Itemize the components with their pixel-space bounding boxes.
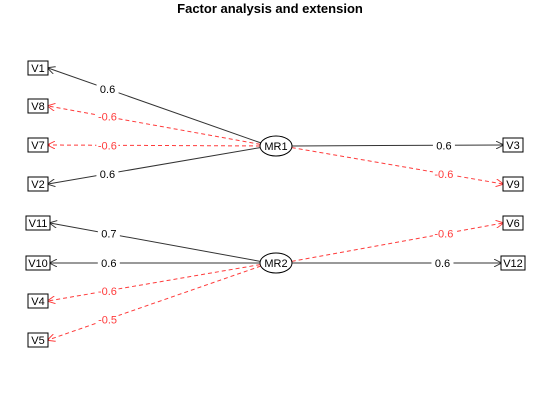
variable-label-v11: V11 <box>29 218 48 230</box>
variable-box-v7 <box>27 137 49 153</box>
edge-label-background <box>432 227 455 240</box>
edge-label-background <box>97 257 120 269</box>
edge-mr2-v11 <box>50 223 261 262</box>
variable-box-v9 <box>502 176 524 192</box>
variable-box-v6 <box>502 215 524 231</box>
edge-label-background <box>431 257 454 269</box>
variable-box-v4 <box>27 293 49 309</box>
edge-mr1-v2 <box>48 147 261 184</box>
diagram-nodes: MR1 MR2 V1 V8 V7 V2 V11 V10 V4 V5 V3 V9 V6 V12 <box>25 60 526 348</box>
loading-label-v12: 0.6 <box>435 258 450 270</box>
edge-mr1-v7 <box>48 145 261 146</box>
edge-mr2-v4 <box>48 264 261 301</box>
loading-label-v5: -0.5 <box>98 314 117 326</box>
variable-label-v9: V9 <box>506 179 519 191</box>
variable-label-v6: V6 <box>506 218 519 230</box>
loading-label-v10: 0.6 <box>101 258 116 270</box>
loading-label-v3: 0.6 <box>436 140 451 152</box>
factor-node-mr2 <box>259 252 293 274</box>
factor-node-mr1 <box>259 135 293 157</box>
variable-label-v2: V2 <box>31 179 44 191</box>
factor-label-mr1: MR1 <box>264 141 287 153</box>
variable-box-v10 <box>25 255 51 271</box>
variable-label-v1: V1 <box>31 63 44 75</box>
loading-label-v6: -0.6 <box>434 229 453 241</box>
edge-label-background <box>96 110 119 123</box>
edge-label-background <box>96 139 119 152</box>
factor-label-mr2: MR2 <box>264 258 287 270</box>
loading-label-v11: 0.7 <box>101 229 116 241</box>
loading-label-v4: -0.6 <box>98 286 117 298</box>
variable-label-v3: V3 <box>506 140 519 152</box>
edge-label-background <box>96 167 119 180</box>
variable-box-v2 <box>27 176 49 192</box>
edge-label-background <box>96 313 119 326</box>
variable-box-v1 <box>27 60 49 76</box>
loading-label-v2: 0.6 <box>100 169 115 181</box>
variable-box-v8 <box>27 98 49 114</box>
edge-mr2-v6 <box>291 223 503 262</box>
edge-mr1-v9 <box>291 147 503 184</box>
loading-edges: 0.6 -0.6 -0.6 0.6 0.6 -0.6 0.7 0.6 -0.6 -0.5 -0.6 0… <box>48 68 503 340</box>
edge-label-background <box>432 139 455 152</box>
variable-box-v11 <box>25 215 51 231</box>
variable-box-v12 <box>500 255 526 271</box>
diagram-title: Factor analysis and extension <box>177 1 363 16</box>
edge-mr2-v5 <box>48 265 261 340</box>
variable-label-v10: V10 <box>28 258 48 270</box>
variable-label-v12: V12 <box>503 258 523 270</box>
edge-label-background <box>97 227 120 240</box>
loading-label-v8: -0.6 <box>98 112 117 124</box>
edge-label-background <box>96 82 119 95</box>
edge-mr1-v1 <box>48 68 261 144</box>
loading-label-v9: -0.6 <box>434 169 453 181</box>
variable-label-v8: V8 <box>31 101 44 113</box>
variable-box-v5 <box>27 332 49 348</box>
loading-label-v7: -0.6 <box>98 140 117 152</box>
variable-box-v3 <box>502 137 524 153</box>
variable-label-v5: V5 <box>31 335 44 347</box>
variable-label-v4: V4 <box>31 296 44 308</box>
variable-label-v7: V7 <box>31 140 44 152</box>
edge-mr1-v8 <box>48 106 261 145</box>
edge-label-background <box>96 284 119 297</box>
edge-mr1-v3 <box>291 145 503 146</box>
loading-label-v1: 0.6 <box>100 84 115 96</box>
edge-label-background <box>432 167 455 180</box>
